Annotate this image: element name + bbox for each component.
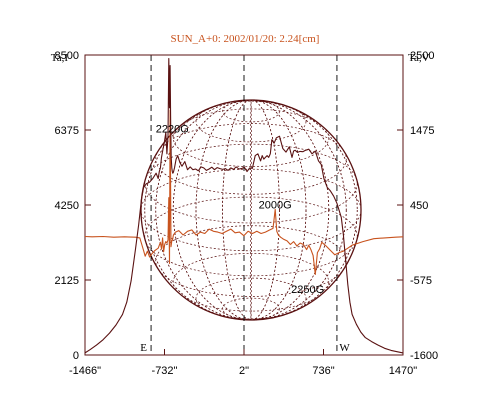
y-left-tick-label: 8500 <box>55 50 79 62</box>
latitude-line <box>195 277 307 320</box>
y-right-tick-label: -1600 <box>410 350 438 362</box>
latitude-line <box>140 168 362 252</box>
longitude-line <box>144 99 358 321</box>
latitude-line <box>195 100 307 143</box>
dashed-markers <box>150 55 338 355</box>
y-left-tick-label: 0 <box>73 350 79 362</box>
annotation-label: 2000G <box>259 200 292 212</box>
solar-disk-grid <box>140 99 362 321</box>
annotation-label: 2250G <box>291 284 324 296</box>
y-right-tick-label: 450 <box>410 200 428 212</box>
limb-label: E <box>140 342 147 354</box>
series-lines <box>84 57 404 354</box>
x-tick-label: 2" <box>239 365 249 377</box>
left-axis-label: Ta,I <box>51 52 69 64</box>
limb-label: W <box>339 342 350 354</box>
y-right-tick-label: 1475 <box>410 125 434 137</box>
y-left-tick-label: 6375 <box>55 125 79 137</box>
y-right-tick-label: 2500 <box>410 50 434 62</box>
y-left-tick-label: 2125 <box>55 275 79 287</box>
latitude-line <box>155 123 347 195</box>
x-tick-label: 736" <box>312 365 334 377</box>
series-line-V <box>84 109 404 276</box>
y-left-tick-label: 4250 <box>55 200 79 212</box>
latitude-line <box>144 196 358 277</box>
annotation-label: 2220G <box>156 124 189 136</box>
latitude-line <box>144 143 358 224</box>
right-axis-label: Ta,V <box>408 52 430 64</box>
longitude-line <box>250 99 252 321</box>
x-tick-label: -732" <box>152 365 178 377</box>
longitude-line <box>222 99 280 321</box>
x-tick-label: 1470" <box>389 365 417 377</box>
y-right-tick-label: -575 <box>410 275 432 287</box>
axis-ticks: -1466" -732" 2" 736" 1470" 0 2125 4250 6375 8500 -… <box>55 50 439 377</box>
x-tick-label: -1466" <box>69 365 101 377</box>
series-line-I <box>84 57 404 354</box>
chart-labels: E W 2220G 2000G 2250G <box>140 124 350 354</box>
chart-title: SUN_A+0: 2002/01/20: 2.24[cm] <box>171 33 320 45</box>
